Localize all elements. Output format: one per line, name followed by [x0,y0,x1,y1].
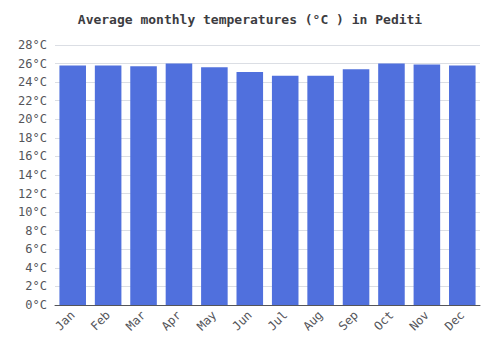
svg-text:14°C: 14°C [18,168,47,182]
svg-text:0°C: 0°C [25,298,47,312]
svg-text:22°C: 22°C [18,94,47,108]
svg-text:Oct: Oct [371,308,396,333]
svg-text:16°C: 16°C [18,149,47,163]
svg-text:26°C: 26°C [18,57,47,71]
svg-text:Jun: Jun [230,308,255,333]
svg-text:12°C: 12°C [18,187,47,201]
svg-text:Dec: Dec [442,308,467,333]
svg-text:Feb: Feb [88,308,113,333]
svg-text:Mar: Mar [123,308,148,333]
svg-text:6°C: 6°C [25,242,47,256]
svg-text:28°C: 28°C [18,38,47,52]
svg-text:Apr: Apr [159,308,184,333]
svg-text:Jan: Jan [52,308,77,333]
svg-text:Aug: Aug [300,308,325,333]
svg-text:8°C: 8°C [25,224,47,238]
svg-text:Sep: Sep [336,308,361,333]
svg-text:18°C: 18°C [18,131,47,145]
svg-text:May: May [194,308,219,333]
svg-text:20°C: 20°C [18,112,47,126]
svg-text:4°C: 4°C [25,261,47,275]
svg-text:Nov: Nov [407,308,432,333]
svg-text:10°C: 10°C [18,205,47,219]
svg-text:Average monthly temperatures (: Average monthly temperatures (°C ) in Pe… [78,12,423,27]
svg-text:Jul: Jul [265,308,290,333]
svg-text:24°C: 24°C [18,75,47,89]
svg-text:2°C: 2°C [25,279,47,293]
